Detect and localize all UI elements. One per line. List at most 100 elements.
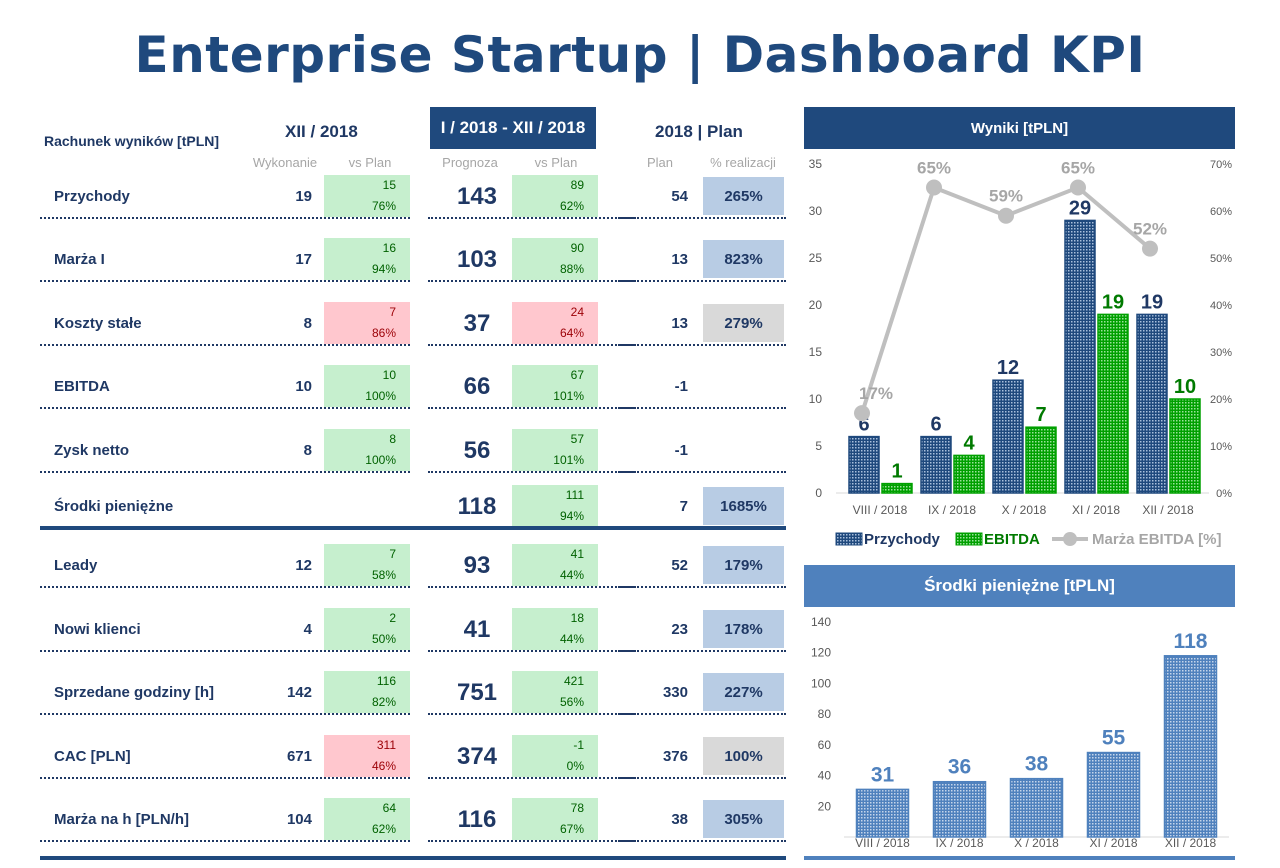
ebitda-bar	[1025, 426, 1057, 494]
x-tick-label: XI / 2018	[1072, 503, 1120, 517]
ytd-vs-plan-percent: 64%	[559, 326, 584, 340]
realization-percent: 823%	[703, 240, 784, 278]
row-label: CAC [PLN]	[54, 748, 131, 765]
table-row: Zysk netto 8 8 100% 56 57 101% -1	[40, 429, 786, 475]
x-tick-label: X / 2018	[1002, 503, 1047, 517]
x-tick-label: VIII / 2018	[855, 836, 910, 850]
ytd-vs-plan-cell: -1 0%	[512, 735, 598, 777]
subheader-realizacja: % realizacji	[710, 155, 776, 170]
cash-bar	[1086, 751, 1141, 838]
ytd-vs-plan-value: 421	[563, 674, 584, 688]
y2-tick-label: 20%	[1210, 394, 1232, 406]
row-divider	[618, 713, 786, 715]
plan-value: 13	[671, 251, 688, 268]
ytd-vs-plan-cell: 89 62%	[512, 175, 598, 217]
row-divider	[428, 407, 636, 409]
ytd-forecast: 93	[463, 552, 491, 579]
ytd-vs-plan-percent: 101%	[553, 453, 584, 467]
ebitda-data-label: 7	[1035, 404, 1046, 426]
cash-chart-bottom-border	[804, 856, 1235, 860]
month-vs-plan-percent: 100%	[365, 453, 396, 467]
month-vs-plan-value: 8	[389, 432, 396, 446]
ytd-vs-plan-cell: 421 56%	[512, 671, 598, 713]
row-divider	[428, 777, 636, 779]
table-row: Sprzedane godziny [h] 142 116 82% 751 421 56% 3…	[40, 671, 786, 717]
month-vs-plan-percent: 94%	[371, 262, 396, 276]
x-tick-label: VIII / 2018	[853, 503, 908, 517]
row-divider	[40, 344, 410, 346]
y2-tick-label: 0%	[1216, 488, 1232, 500]
realization-percent: 227%	[703, 673, 784, 711]
ytd-forecast: 374	[456, 743, 498, 770]
subheader-vs-plan-ytd: vs Plan	[534, 155, 578, 170]
month-vs-plan-cell: 116 82%	[324, 671, 410, 713]
ytd-vs-plan-percent: 88%	[559, 262, 584, 276]
row-divider	[40, 840, 410, 842]
marza-point	[926, 179, 942, 196]
ytd-vs-plan-value: 41	[570, 547, 584, 561]
ytd-vs-plan-cell: 90 88%	[512, 238, 598, 280]
x-tick-label: XII / 2018	[1142, 503, 1194, 517]
ytd-vs-plan-value: 18	[570, 611, 584, 625]
ytd-vs-plan-cell: 67 101%	[512, 365, 598, 407]
plan-value: 330	[662, 684, 688, 701]
x-tick-label: X / 2018	[1014, 836, 1059, 850]
realization-percent: 178%	[703, 610, 784, 648]
subheader-wykonanie: Wykonanie	[252, 155, 318, 170]
plan-value: 52	[671, 557, 688, 574]
realization-percent: 305%	[703, 800, 784, 838]
row-divider	[428, 280, 636, 282]
month-vs-plan-percent: 100%	[365, 389, 396, 403]
legend-marza-label: Marża EBITDA [%]	[1092, 531, 1221, 548]
table-row: Marża I 17 16 94% 103 90 88% 13 823%	[40, 238, 786, 284]
month-vs-plan-cell: 64 62%	[324, 798, 410, 840]
marza-point	[854, 405, 870, 422]
row-divider	[428, 217, 636, 219]
table-row: Leady 12 7 58% 93 41 44% 52 179%	[40, 544, 786, 590]
marza-point	[1070, 179, 1086, 196]
przychody-data-label: 6	[858, 414, 869, 436]
cash-bar	[855, 788, 910, 838]
table-row: CAC [PLN] 671 311 46% 374 -1 0% 376 100%	[40, 735, 786, 781]
y-tick-label: 30	[809, 204, 823, 218]
month-vs-plan-value: 7	[389, 547, 396, 561]
month-actual: 10	[295, 378, 312, 395]
y2-tick-label: 10%	[1210, 441, 1232, 453]
ytd-forecast: 66	[463, 373, 491, 400]
row-divider	[428, 471, 636, 473]
row-label: Zysk netto	[54, 442, 130, 459]
month-actual: 671	[286, 748, 312, 765]
y-tick-label: 140	[811, 615, 831, 629]
row-divider	[618, 777, 786, 779]
month-actual: 12	[295, 557, 312, 574]
y-tick-label: 35	[809, 157, 823, 171]
y-tick-label: 5	[815, 439, 822, 453]
ytd-vs-plan-cell: 78 67%	[512, 798, 598, 840]
month-vs-plan-percent: 86%	[371, 326, 396, 340]
plan-value: 376	[662, 748, 688, 765]
cash-data-label: 36	[948, 756, 971, 779]
wyniki-chart: 0 5 10 15 20 25 30 35 0% 10% 20% 30% 40% 50% 60% 70% VII…	[809, 157, 1233, 548]
row-label: Środki pieniężne	[54, 498, 174, 515]
row-divider	[618, 840, 786, 842]
realization-percent: 100%	[703, 737, 784, 775]
y-tick-label: 100	[811, 676, 831, 690]
row-divider	[428, 344, 636, 346]
month-vs-plan-value: 15	[382, 178, 396, 192]
legend-ebitda-label: EBITDA	[984, 531, 1040, 548]
marza-point	[1142, 240, 1158, 257]
month-vs-plan-value: 64	[382, 801, 396, 815]
ytd-vs-plan-value: 89	[570, 178, 584, 192]
y-tick-label: 10	[809, 392, 823, 406]
ebitda-data-label: 4	[963, 432, 975, 454]
month-vs-plan-cell: 7 58%	[324, 544, 410, 586]
plan-value: 54	[671, 188, 688, 205]
y-tick-label: 120	[811, 646, 831, 660]
przychody-data-label: 12	[997, 357, 1019, 379]
dashboard-title: Enterprise Startup | Dashboard KPI	[134, 26, 1146, 84]
ytd-forecast: 56	[463, 437, 491, 464]
ytd-forecast: 116	[457, 806, 497, 833]
ytd-vs-plan-value: 67	[570, 368, 584, 382]
przychody-data-label: 19	[1141, 291, 1163, 313]
ytd-vs-plan-cell: 24 64%	[512, 302, 598, 344]
